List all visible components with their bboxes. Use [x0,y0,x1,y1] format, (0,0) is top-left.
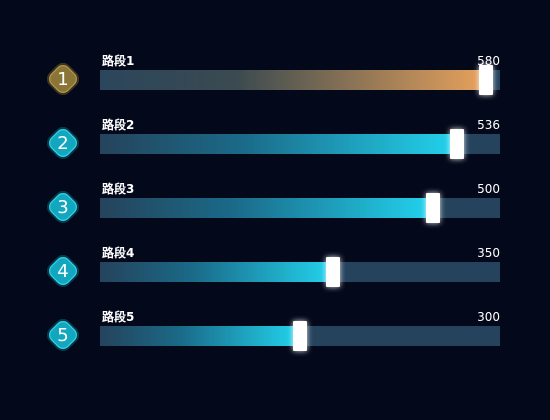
segment-row-3: 3 路段3 500 [0,182,550,242]
slider-handle-2[interactable] [450,129,465,159]
segment-row-4: 4 路段4 350 [0,246,550,306]
segment-value-2: 536 [477,118,500,132]
segment-row-5: 5 路段5 300 [0,310,550,370]
rank-diamond-icon: 2 [46,126,80,160]
rank-diamond-icon: 5 [46,318,80,352]
progress-track-2 [100,129,500,159]
segment-row-1: 1 路段1 580 [0,54,550,114]
segment-label-3: 路段3 [102,182,135,196]
progress-fill-2 [100,134,458,154]
segment-row-2: 2 路段2 536 [0,118,550,178]
segment-label-1: 路段1 [102,54,135,68]
slider-handle-5[interactable] [293,321,307,351]
segment-label-2: 路段2 [102,118,135,132]
rank-number: 4 [57,261,68,282]
progress-fill-4 [100,262,334,282]
progress-track-5 [100,321,500,351]
segment-label-4: 路段4 [102,246,135,260]
slider-handle-3[interactable] [426,193,441,223]
slider-handle-1[interactable] [479,65,493,95]
progress-fill-1 [100,70,486,90]
progress-fill-3 [100,198,434,218]
segment-value-1: 580 [477,54,500,68]
rank-badge-3: 3 [40,184,86,230]
rank-number: 3 [57,197,68,218]
rank-diamond-icon: 3 [46,190,80,224]
rank-number: 2 [57,133,68,154]
segment-value-3: 500 [477,182,500,196]
progress-fill-5 [100,326,300,346]
segment-label-5: 路段5 [102,310,135,324]
rank-number: 1 [57,69,68,90]
rank-badge-4: 4 [40,248,86,294]
rank-diamond-icon: 4 [46,254,80,288]
progress-track-1 [100,65,500,95]
progress-track-3 [100,193,500,223]
progress-track-4 [100,257,500,287]
segment-value-4: 350 [477,246,500,260]
rank-badge-2: 2 [40,120,86,166]
rank-badge-5: 5 [40,312,86,358]
segment-value-5: 300 [477,310,500,324]
slider-handle-4[interactable] [326,257,341,287]
rank-diamond-icon: 1 [46,62,80,96]
rank-number: 5 [57,325,68,346]
rank-badge-1: 1 [40,56,86,102]
